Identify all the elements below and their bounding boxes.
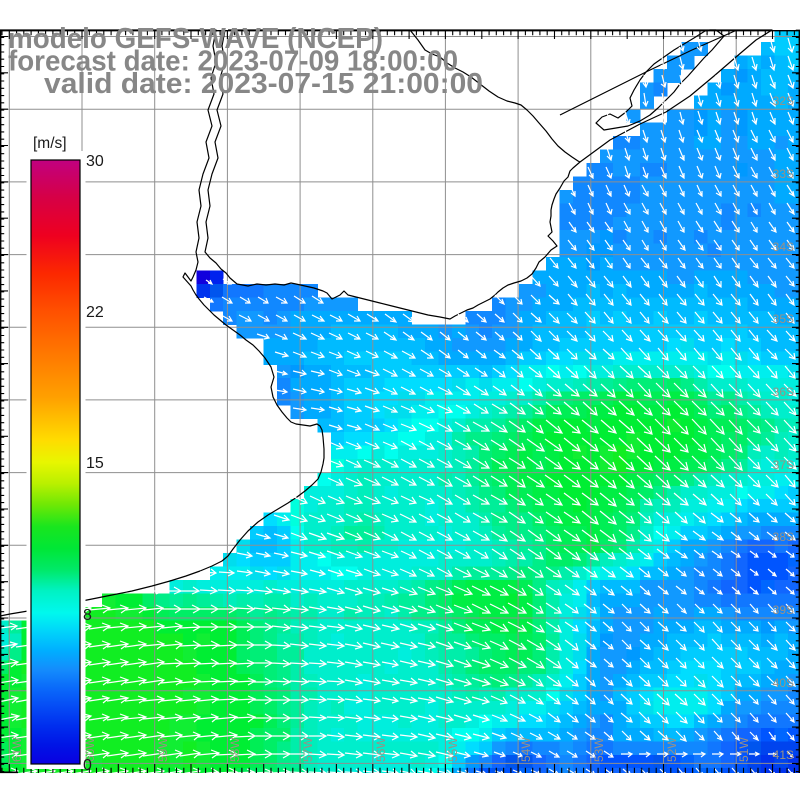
svg-text:22: 22 xyxy=(86,304,104,321)
svg-text:57W: 57W xyxy=(301,737,315,762)
svg-text:58W: 58W xyxy=(228,737,242,762)
svg-text:8: 8 xyxy=(83,607,92,624)
svg-text:53W: 53W xyxy=(592,737,606,762)
svg-text:52W: 52W xyxy=(665,737,679,762)
svg-text:35S: 35S xyxy=(773,312,794,326)
svg-text:55W: 55W xyxy=(446,737,460,762)
svg-text:forecast date: 2023-07-09 18:0: forecast date: 2023-07-09 18:00:00 xyxy=(8,46,458,78)
svg-text:36S: 36S xyxy=(773,385,794,399)
svg-text:30: 30 xyxy=(86,153,104,170)
svg-text:59W: 59W xyxy=(156,737,170,762)
svg-text:valid date: 2023-07-15 21:00:0: valid date: 2023-07-15 21:00:00 xyxy=(44,68,483,100)
svg-text:38S: 38S xyxy=(773,530,794,544)
svg-text:40S: 40S xyxy=(773,676,794,690)
svg-text:41S: 41S xyxy=(773,748,794,762)
svg-text:[m/s]: [m/s] xyxy=(33,135,67,152)
svg-text:33S: 33S xyxy=(773,167,794,181)
svg-text:34S: 34S xyxy=(773,240,794,254)
svg-text:54W: 54W xyxy=(519,737,533,762)
svg-text:37S: 37S xyxy=(773,458,794,472)
svg-text:56W: 56W xyxy=(374,737,388,762)
svg-text:39S: 39S xyxy=(773,603,794,617)
svg-text:0: 0 xyxy=(83,757,92,774)
svg-text:60W: 60W xyxy=(83,737,97,762)
svg-text:32S: 32S xyxy=(773,94,794,108)
svg-text:61W: 61W xyxy=(10,737,24,762)
svg-text:15: 15 xyxy=(86,455,104,472)
svg-text:51W: 51W xyxy=(737,737,751,762)
svg-text:modelo GEFS-WAVE (NCEP): modelo GEFS-WAVE (NCEP) xyxy=(8,23,383,55)
